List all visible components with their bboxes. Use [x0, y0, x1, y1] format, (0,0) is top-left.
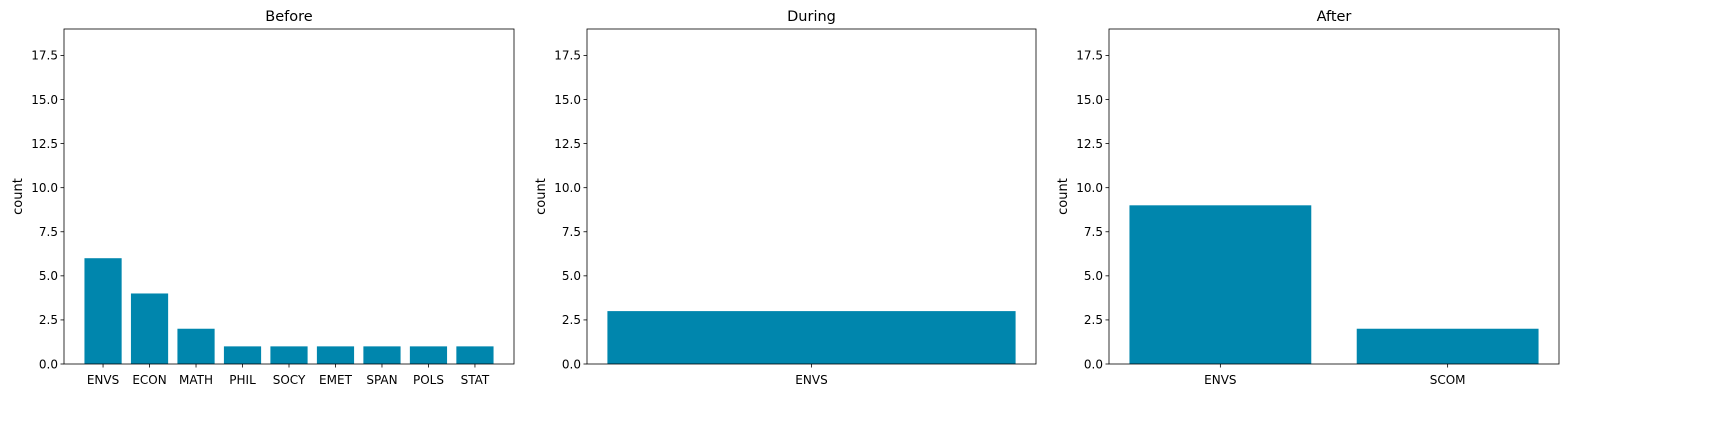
x-tick-label: STAT — [461, 373, 490, 387]
x-tick-label: MATH — [179, 373, 213, 387]
x-tick-label: SCOM — [1430, 373, 1466, 387]
bar-math — [177, 328, 215, 364]
y-tick-label: 12.5 — [554, 137, 581, 151]
bar-envs — [1129, 205, 1312, 364]
bar-scom — [1356, 328, 1539, 364]
y-tick-label: 10.0 — [1076, 181, 1103, 195]
y-tick-label: 10.0 — [554, 181, 581, 195]
y-tick-label: 10.0 — [31, 181, 58, 195]
y-tick-label: 7.5 — [1084, 225, 1103, 239]
bar-envs — [607, 311, 1016, 364]
y-tick-label: 0.0 — [562, 357, 581, 371]
bar-span — [363, 346, 401, 364]
y-tick-label: 5.0 — [39, 269, 58, 283]
y-axis-label: count — [1056, 178, 1071, 215]
bar-phil — [223, 346, 262, 364]
y-tick-label: 7.5 — [39, 225, 58, 239]
x-tick-label: ENVS — [87, 373, 119, 387]
x-tick-label: SOCY — [273, 373, 306, 387]
y-tick-label: 15.0 — [31, 93, 58, 107]
y-axis-label: count — [534, 178, 549, 215]
bar-econ — [130, 293, 169, 364]
y-tick-label: 5.0 — [562, 269, 581, 283]
y-tick-label: 15.0 — [554, 93, 581, 107]
panel-title: After — [1317, 9, 1352, 25]
y-tick-label: 12.5 — [31, 137, 58, 151]
x-tick-label: ENVS — [1204, 373, 1236, 387]
bar-stat — [456, 346, 494, 364]
bar-socy — [270, 346, 308, 364]
y-tick-label: 7.5 — [562, 225, 581, 239]
y-axis-label: count — [11, 178, 26, 215]
y-tick-label: 2.5 — [39, 313, 58, 327]
bar-pols — [409, 346, 448, 364]
x-tick-label: PHIL — [229, 373, 256, 387]
y-tick-label: 0.0 — [1084, 357, 1103, 371]
y-tick-label: 2.5 — [562, 313, 581, 327]
y-tick-label: 0.0 — [39, 357, 58, 371]
x-tick-label: ECON — [132, 373, 166, 387]
chart-panel-0: 0.0 2.5 5.0 7.5 10.0 12.5 15.0 17.5 ENVS ECON MATH… — [11, 9, 515, 387]
y-tick-label: 17.5 — [1076, 49, 1103, 63]
x-tick-label: SPAN — [366, 373, 397, 387]
chart-panels: 0.0 2.5 5.0 7.5 10.0 12.5 15.0 17.5 ENVS ECON MATH… — [11, 9, 1560, 387]
panel-title: Before — [265, 9, 312, 25]
y-tick-label: 17.5 — [31, 49, 58, 63]
y-tick-label: 5.0 — [1084, 269, 1103, 283]
y-tick-label: 12.5 — [1076, 137, 1103, 151]
x-tick-label: POLS — [413, 373, 444, 387]
x-tick-label: EMET — [319, 373, 353, 387]
chart-panel-1: 0.0 2.5 5.0 7.5 10.0 12.5 15.0 17.5 ENVS count Dur… — [534, 9, 1037, 387]
chart-panel-2: 0.0 2.5 5.0 7.5 10.0 12.5 15.0 17.5 ENVS SCOM coun… — [1056, 9, 1560, 387]
y-tick-label: 2.5 — [1084, 313, 1103, 327]
bar-envs — [84, 258, 122, 364]
x-tick-label: ENVS — [795, 373, 827, 387]
axes-frame — [1108, 28, 1560, 365]
panel-title: During — [787, 9, 836, 25]
y-tick-label: 15.0 — [1076, 93, 1103, 107]
y-tick-label: 17.5 — [554, 49, 581, 63]
bar-emet — [316, 346, 355, 364]
